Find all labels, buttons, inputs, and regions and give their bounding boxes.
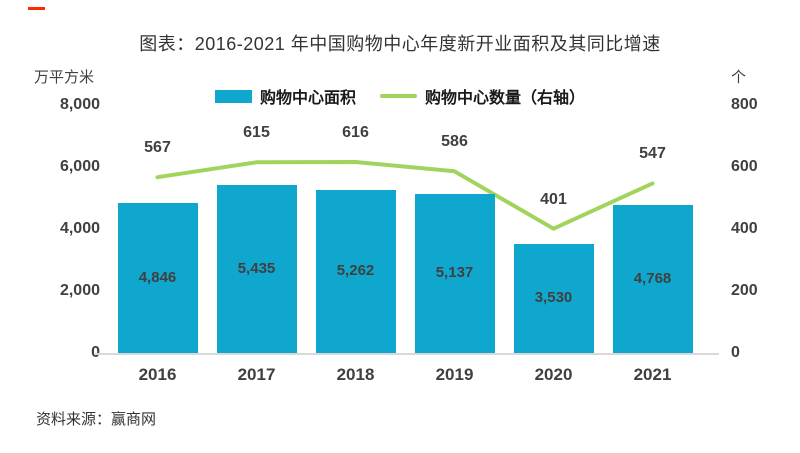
line-value-label: 615 [243, 124, 270, 142]
trend-line [155, 160, 655, 231]
legend-item-area: 购物中心面积 [214, 84, 356, 108]
legend-item-count: 购物中心数量（右轴） [380, 84, 585, 108]
left-tick-2000: 2,000 [59, 282, 100, 299]
left-axis-unit: 万平方米 [34, 69, 95, 86]
right-axis-unit: 个 [731, 69, 747, 86]
line-value-label: 401 [540, 190, 567, 208]
bar-value-label: 5,262 [336, 262, 375, 280]
bar-swatch-icon [214, 89, 252, 103]
red-dash-decoration [28, 7, 45, 10]
bar-value-label: 5,137 [435, 264, 474, 282]
line-swatch-icon [380, 94, 417, 98]
bar-value-label: 5,435 [237, 259, 276, 277]
plot-area: 4,846 5,435 5,262 5,137 3,530 4,768 567 615 616 5… [108, 105, 702, 353]
x-axis-label-2017: 2017 [237, 365, 276, 384]
line-value-label: 547 [639, 145, 666, 163]
left-tick-8000: 8,000 [59, 96, 100, 113]
right-tick-200: 200 [731, 282, 758, 299]
x-axis-label-2020: 2020 [534, 365, 573, 384]
right-tick-600: 600 [731, 158, 758, 175]
bar-2019 [414, 193, 495, 353]
x-axis-label-2018: 2018 [336, 365, 375, 384]
right-tick-0: 0 [731, 344, 740, 361]
right-tick-800: 800 [731, 96, 758, 113]
x-axis-label-2019: 2019 [435, 365, 474, 384]
source-note: 资料来源：赢商网 [36, 411, 157, 428]
bar-value-label: 4,768 [633, 270, 672, 288]
x-axis-line [95, 353, 719, 355]
bar-2020 [513, 243, 594, 353]
bar-2021 [612, 205, 693, 353]
bar-2018 [315, 189, 396, 353]
bar-value-label: 3,530 [534, 289, 573, 307]
line-value-label: 616 [342, 124, 369, 142]
legend-label-area: 购物中心面积 [259, 90, 356, 107]
left-tick-4000: 4,000 [59, 220, 100, 237]
legend-label-count: 购物中心数量（右轴） [425, 90, 586, 107]
line-value-label: 567 [144, 139, 171, 157]
x-axis-label-2016: 2016 [138, 365, 177, 384]
legend: 购物中心面积 购物中心数量（右轴） [0, 84, 800, 108]
right-tick-400: 400 [731, 220, 758, 237]
left-tick-6000: 6,000 [59, 158, 100, 175]
x-axis-label-2021: 2021 [633, 365, 672, 384]
chart-title: 图表：2016-2021 年中国购物中心年度新开业面积及其同比增速 [139, 34, 661, 54]
line-value-label: 586 [441, 133, 468, 151]
bar-value-label: 4,846 [138, 268, 177, 286]
bar-2017 [216, 184, 297, 353]
bar-2016 [117, 202, 198, 353]
left-tick-0: 0 [28, 343, 100, 363]
